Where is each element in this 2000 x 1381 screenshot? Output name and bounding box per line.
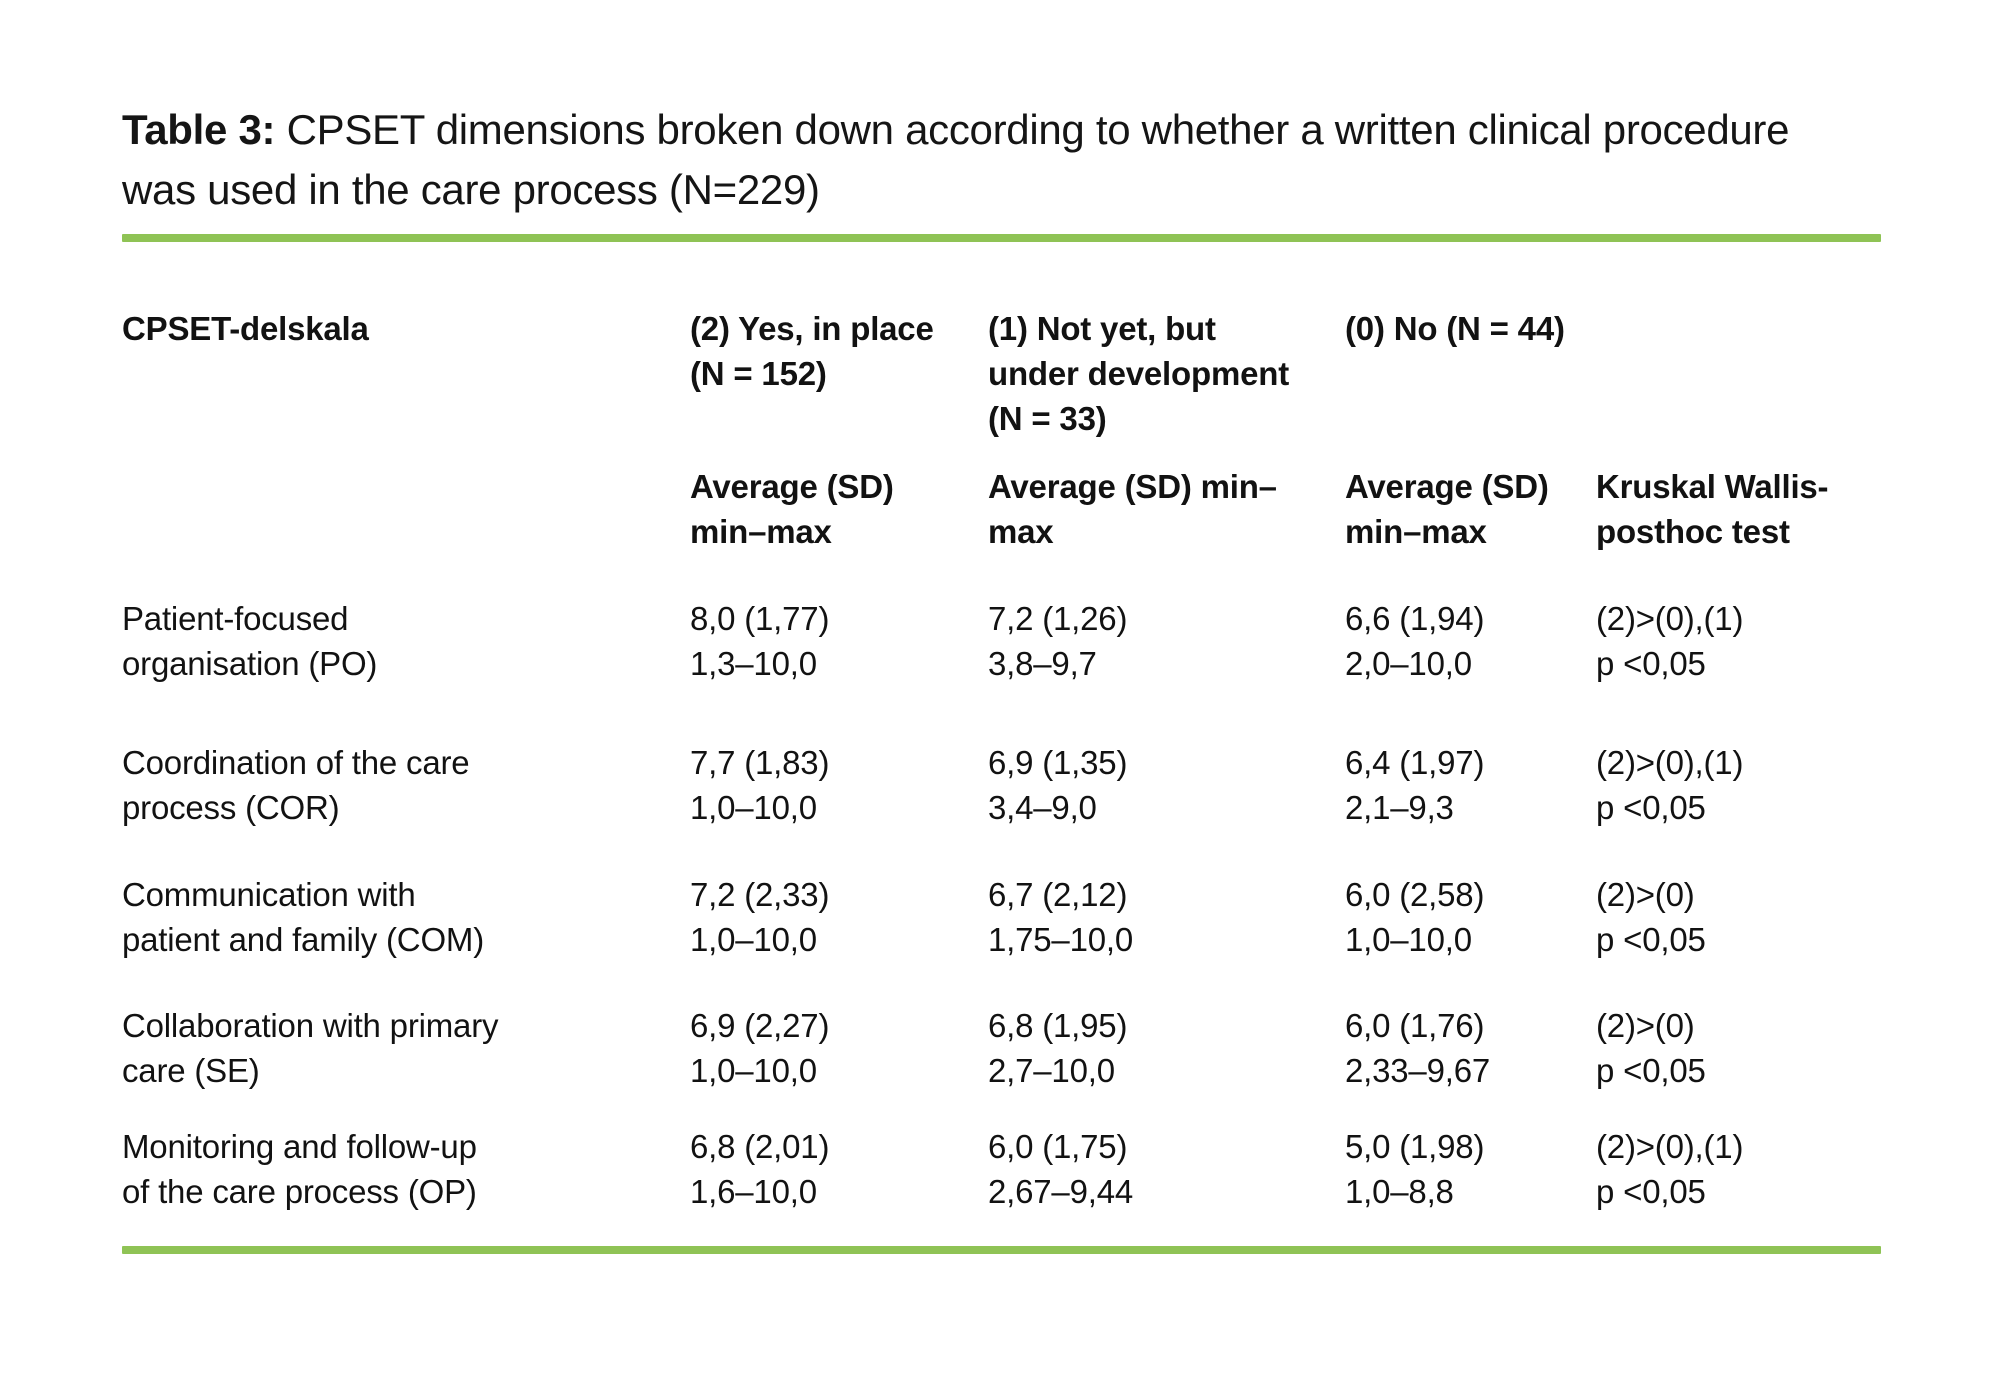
cell-no: 6,6 (1,94) 2,0–10,0: [1345, 600, 1485, 682]
top-rule-divider: [122, 234, 1881, 242]
table-row: Patient-focused organisation (PO) 8,0 (1…: [122, 596, 1890, 686]
cell-posthoc: (2)>(0),(1) p <0,05: [1596, 600, 1744, 682]
cell-no: 5,0 (1,98) 1,0–8,8: [1345, 1128, 1485, 1210]
cell-yes-in-place: 6,8 (2,01) 1,6–10,0: [690, 1128, 830, 1210]
cell-not-yet: 7,2 (1,26) 3,8–9,7: [988, 600, 1128, 682]
bottom-rule-divider: [122, 1246, 1881, 1254]
cell-not-yet: 6,9 (1,35) 3,4–9,0: [988, 744, 1128, 826]
subheader-cell-average-notyet: Average (SD) min– max: [988, 468, 1277, 550]
header-cell-empty: [1596, 306, 1890, 441]
table-caption-text-line2: was used in the care process (N=229): [122, 166, 820, 213]
cell-posthoc: (2)>(0) p <0,05: [1596, 876, 1706, 958]
header-cell-no: (0) No (N = 44): [1345, 310, 1565, 347]
header-cell-dimension: CPSET-delskala: [122, 310, 369, 347]
cell-yes-in-place: 7,2 (2,33) 1,0–10,0: [690, 876, 830, 958]
subheader-cell-average-yes: Average (SD) min–max: [690, 468, 894, 550]
row-dimension-label: Coordination of the care process (COR): [122, 744, 470, 826]
cell-posthoc: (2)>(0),(1) p <0,05: [1596, 1128, 1744, 1210]
cell-yes-in-place: 6,9 (2,27) 1,0–10,0: [690, 1007, 830, 1089]
row-dimension-label: Communication with patient and family (C…: [122, 876, 484, 958]
header-cell-not-yet: (1) Not yet, but under development (N = …: [988, 310, 1289, 437]
row-dimension-label: Monitoring and follow-up of the care pro…: [122, 1128, 477, 1210]
table-subheader-row: Average (SD) min–max Average (SD) min– m…: [122, 464, 1890, 554]
cell-not-yet: 6,8 (1,95) 2,7–10,0: [988, 1007, 1128, 1089]
cell-yes-in-place: 7,7 (1,83) 1,0–10,0: [690, 744, 830, 826]
row-dimension-label: Collaboration with primary care (SE): [122, 1007, 499, 1089]
cell-yes-in-place: 8,0 (1,77) 1,3–10,0: [690, 600, 830, 682]
table-row: Collaboration with primary care (SE) 6,9…: [122, 1003, 1890, 1093]
cell-posthoc: (2)>(0),(1) p <0,05: [1596, 744, 1744, 826]
cell-no: 6,0 (1,76) 2,33–9,67: [1345, 1007, 1491, 1089]
cell-no: 6,4 (1,97) 2,1–9,3: [1345, 744, 1485, 826]
cell-no: 6,0 (2,58) 1,0–10,0: [1345, 876, 1485, 958]
table-row: Communication with patient and family (C…: [122, 872, 1890, 962]
cell-not-yet: 6,0 (1,75) 2,67–9,44: [988, 1128, 1134, 1210]
row-dimension-label: Patient-focused organisation (PO): [122, 600, 378, 682]
subheader-cell-empty: [122, 464, 690, 554]
table-caption-label: Table 3:: [122, 106, 276, 153]
header-cell-yes-in-place: (2) Yes, in place (N = 152): [690, 310, 934, 392]
table-row: Coordination of the care process (COR) 7…: [122, 740, 1890, 830]
table-header-row: CPSET-delskala (2) Yes, in place (N = 15…: [122, 306, 1890, 441]
table-caption: Table 3: CPSET dimensions broken down ac…: [122, 100, 1932, 220]
cell-posthoc: (2)>(0) p <0,05: [1596, 1007, 1706, 1089]
table-caption-text-line1: CPSET dimensions broken down according t…: [275, 106, 1790, 153]
table-row: Monitoring and follow-up of the care pro…: [122, 1124, 1890, 1214]
subheader-cell-kruskal: Kruskal Wallis- posthoc test: [1596, 468, 1829, 550]
subheader-cell-average-no: Average (SD) min–max: [1345, 468, 1549, 550]
cell-not-yet: 6,7 (2,12) 1,75–10,0: [988, 876, 1134, 958]
